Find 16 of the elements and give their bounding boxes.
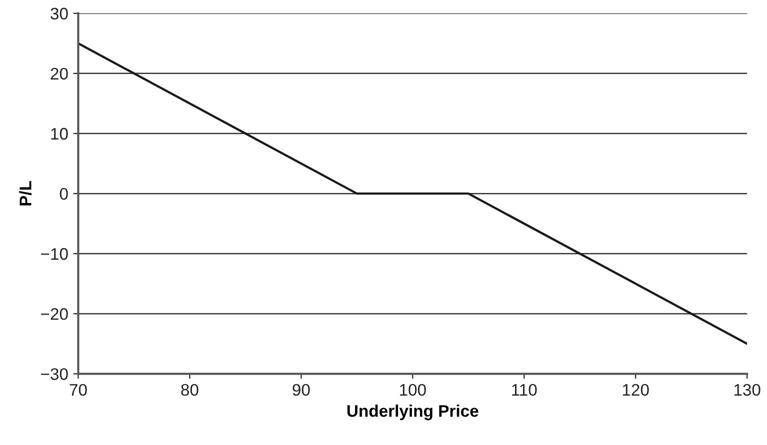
y-axis-title: P/L [19, 181, 32, 206]
x-tick-label: 100 [400, 384, 426, 396]
x-axis-title: Underlying Price [347, 404, 478, 420]
y-tick-label: 20 [50, 68, 68, 80]
y-tick-label: −10 [41, 248, 68, 260]
y-tick-label: −30 [41, 368, 68, 380]
y-tick-label: 0 [60, 188, 68, 200]
y-tick-label: 10 [51, 128, 68, 140]
x-tick-label: 110 [512, 384, 537, 396]
x-tick-label: 70 [70, 384, 87, 396]
y-tick-label: 30 [50, 8, 68, 20]
x-tick-label: 130 [734, 384, 760, 396]
x-tick-label: 120 [622, 384, 649, 396]
x-tick-label: 90 [292, 384, 310, 396]
x-tick-label: 80 [181, 384, 198, 396]
y-tick-label: −20 [41, 308, 68, 320]
